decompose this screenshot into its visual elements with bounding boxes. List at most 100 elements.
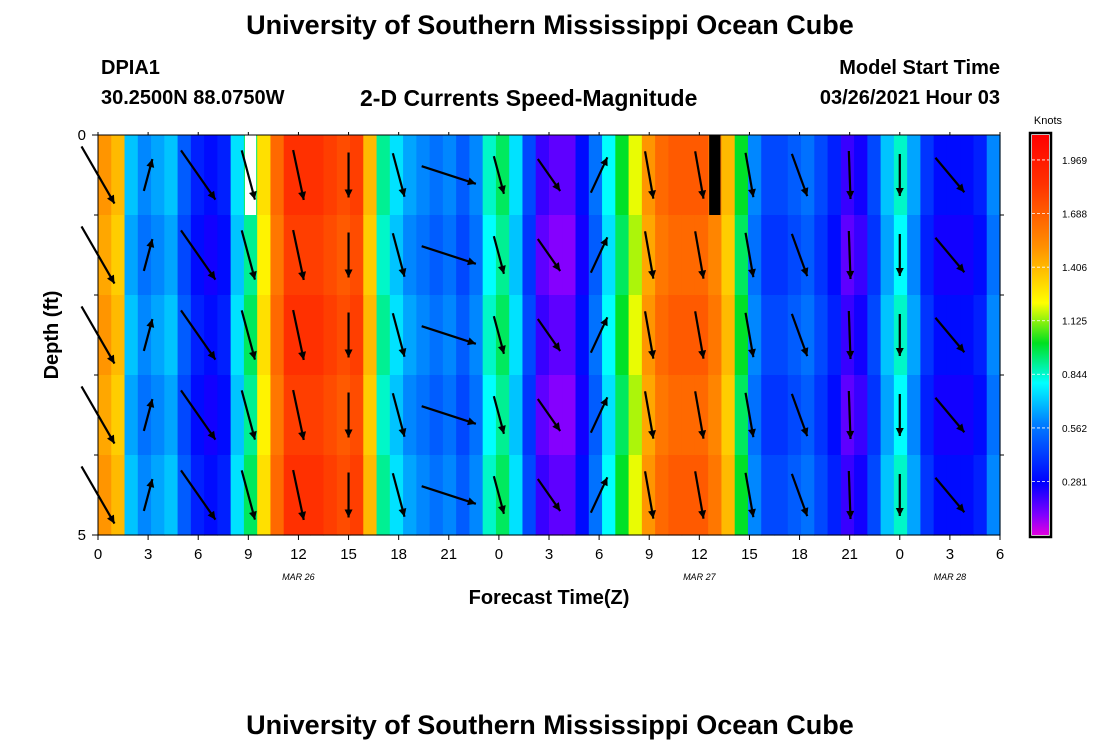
heatmap-cell	[389, 135, 404, 216]
heatmap-cell	[946, 295, 961, 376]
heatmap-cell	[588, 295, 603, 376]
heatmap-cell	[111, 135, 126, 216]
heatmap-cell	[204, 375, 218, 456]
heatmap-cell	[482, 295, 497, 376]
heatmap-cell	[960, 135, 975, 216]
colorbar-tick-label: 0.562	[1062, 424, 1087, 435]
heatmap-cell	[854, 375, 868, 456]
vector-arrow-head	[248, 350, 257, 360]
vector-arrow-shaft	[292, 389, 305, 441]
heatmap-cell	[177, 295, 192, 376]
heatmap-cell	[615, 215, 630, 296]
heatmap-cell	[973, 375, 988, 456]
vector-arrow-head	[107, 354, 115, 364]
heatmap-cell	[761, 295, 776, 376]
station-id: DPIA1	[101, 57, 160, 79]
date-label: MAR 27	[683, 572, 717, 582]
heatmap-cell	[668, 135, 683, 216]
vector-arrow-head	[467, 417, 476, 426]
vector-arrow-head	[895, 508, 904, 516]
date-label: MAR 28	[934, 572, 967, 582]
heatmap-cell	[469, 135, 484, 216]
vector-arrow-head	[748, 348, 756, 358]
heatmap-cell	[973, 295, 988, 376]
vector-arrow-head	[107, 194, 115, 204]
heatmap-cell	[363, 135, 378, 216]
heatmap-cell	[721, 455, 736, 536]
heatmap-cell	[243, 215, 258, 296]
heatmap-cell	[522, 375, 537, 456]
y-axis: 05	[78, 127, 1004, 544]
vector-arrow-head	[146, 479, 155, 488]
heatmap-cell	[376, 295, 391, 376]
heatmap-cell	[151, 295, 165, 376]
heatmap-cell	[920, 375, 935, 456]
vector-arrow-head	[498, 185, 506, 194]
vector-arrow-head	[467, 337, 476, 346]
date-label: MAR 26	[282, 572, 315, 582]
vector-arrow-head	[800, 267, 809, 277]
heatmap-cell	[535, 455, 550, 536]
vector-arrow-head	[748, 508, 756, 518]
heatmap-cell	[867, 455, 882, 536]
heatmap-cell	[880, 455, 895, 536]
heatmap-cell	[403, 375, 417, 456]
heatmap-cell	[124, 295, 139, 376]
colorbar-tick-label: 1.969	[1062, 156, 1087, 167]
heatmap-cell	[456, 135, 471, 216]
heatmap-cell	[986, 215, 1001, 296]
heatmap-cell	[655, 135, 669, 216]
heatmap-cell	[416, 135, 431, 216]
heatmap-cell	[920, 295, 935, 376]
heatmap-cell	[973, 455, 988, 536]
heatmap-cell	[495, 135, 510, 216]
heatmap-cell	[416, 295, 431, 376]
heatmap-cell	[363, 215, 378, 296]
heatmap-cell	[694, 455, 709, 536]
heatmap-cell	[416, 455, 431, 536]
heatmap-cell	[243, 295, 258, 376]
heatmap-cell	[933, 295, 948, 376]
heatmap-cell	[469, 295, 484, 376]
heatmap-cell	[336, 455, 351, 536]
heatmap-cell	[549, 295, 563, 376]
vector-arrow-head	[956, 423, 965, 433]
anomaly-cell	[244, 135, 257, 215]
heatmap-cell	[257, 295, 272, 376]
vector-arrow-shaft	[292, 149, 305, 201]
heatmap-cell	[840, 215, 855, 296]
vector-arrow-head	[698, 350, 707, 359]
heatmap-cell	[350, 455, 364, 536]
heatmap-cell	[827, 215, 842, 296]
heatmap-cell	[708, 295, 723, 376]
heatmap-cell	[482, 375, 497, 456]
heatmap-cell	[602, 135, 616, 216]
heatmap-cell	[429, 295, 444, 376]
vector-arrow-head	[207, 350, 216, 360]
heatmap-cell	[137, 135, 152, 216]
heatmap-cell	[482, 135, 497, 216]
vector-arrow-head	[467, 257, 476, 266]
x-tick-label: 18	[791, 546, 808, 563]
vector-arrow-shaft	[240, 470, 256, 520]
heatmap-cell	[350, 375, 364, 456]
heatmap-cell	[933, 135, 948, 216]
heatmap-cell	[270, 455, 285, 536]
vector-arrow-head	[146, 159, 155, 168]
heatmap-cell	[562, 375, 577, 456]
heatmap-cell	[867, 215, 882, 296]
heatmap-cell	[495, 375, 510, 456]
heatmap-cell	[111, 375, 126, 456]
vector-arrow-head	[298, 511, 306, 520]
heatmap-cell	[960, 375, 975, 456]
vector-arrow-head	[298, 271, 306, 280]
x-tick-label: 0	[94, 546, 102, 563]
heatmap-cell	[310, 455, 325, 536]
vector-arrow-shaft	[180, 229, 217, 281]
heatmap-cell	[495, 295, 510, 376]
heatmap-cell	[270, 295, 285, 376]
vector-arrow-head	[748, 428, 756, 438]
heatmap-cell	[880, 375, 895, 456]
heatmap-cell	[283, 375, 298, 456]
heatmap-cell	[549, 455, 563, 536]
